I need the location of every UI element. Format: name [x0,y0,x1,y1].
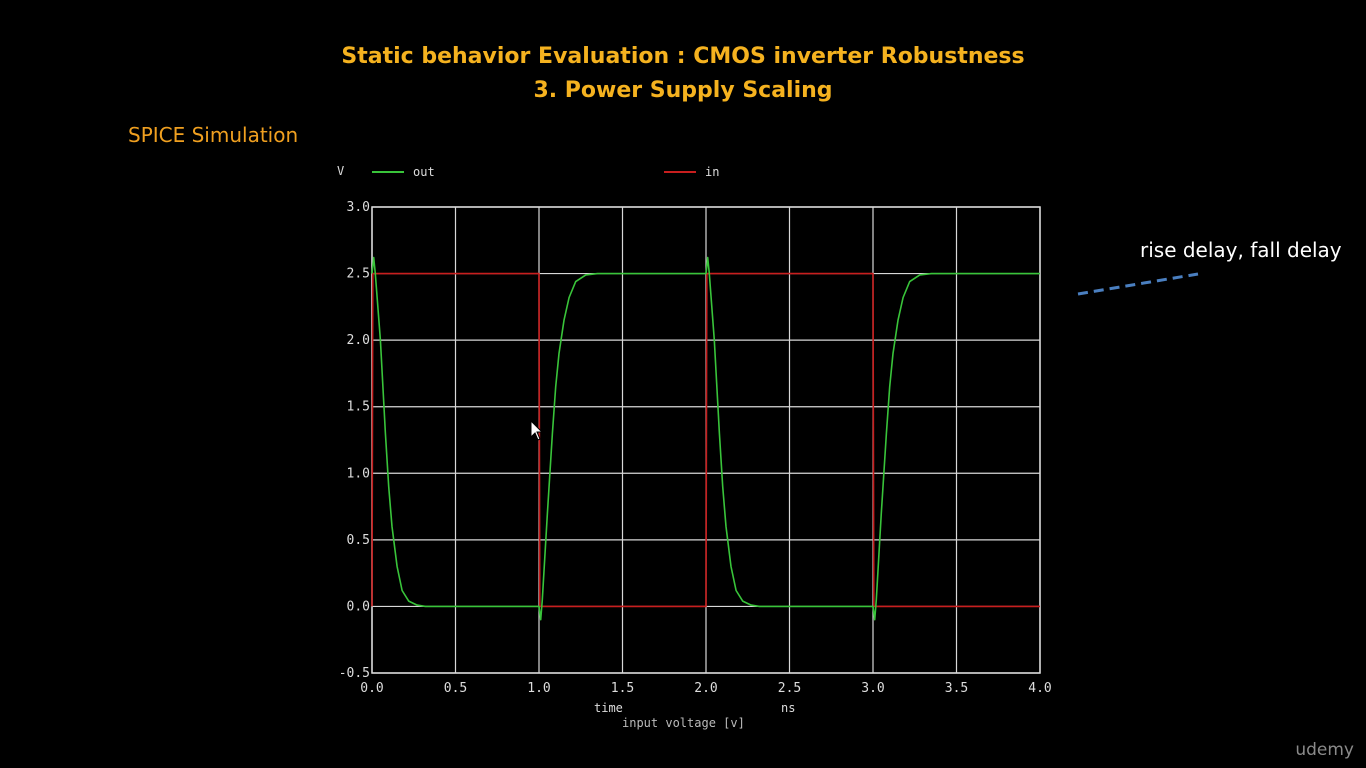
y-tick-label: 2.5 [347,267,370,282]
legend-label: in [705,165,719,179]
y-tick-label: 3.0 [347,200,370,215]
x-tick-label: 0.0 [360,681,383,696]
y-tick-label: -0.5 [339,666,370,681]
chart-legend: out in [372,165,719,179]
y-tick-label: 2.0 [347,333,370,348]
brand-watermark: udemy [1295,740,1354,760]
x-tick-label: 1.5 [611,681,634,696]
x-tick-label: 4.0 [1028,681,1051,696]
axis-ticks: 0.0 0.5 1.0 1.5 2.0 2.5 3.0 3.5 4.0 3.0 2.5 2.0 1.5 1… [339,200,1052,696]
annotation-text: rise delay, fall delay [1140,238,1342,262]
x-axis-unit: ns [781,701,795,715]
x-tick-label: 1.0 [527,681,550,696]
series-line-in [371,272,1040,608]
legend-label: out [413,165,435,179]
mouse-cursor-icon [530,419,544,441]
x-axis-label: time [594,701,623,715]
y-tick-label: 1.5 [347,400,370,415]
axis-labels: V time ns input voltage [v] [337,164,795,730]
annotation-dash [1077,272,1199,296]
series-line-out [371,256,1040,621]
y-tick-label: 0.5 [347,533,370,548]
x-tick-label: 0.5 [444,681,467,696]
obscured-axis-label: input voltage [v] [622,716,745,730]
x-tick-label: 2.5 [778,681,801,696]
y-tick-label: 0.0 [347,599,370,614]
y-axis-label: V [337,164,344,178]
x-tick-label: 3.0 [861,681,884,696]
section-label: SPICE Simulation [128,123,299,147]
x-tick-label: 2.0 [694,681,717,696]
slide-title: Static behavior Evaluation : CMOS invert… [341,44,1025,69]
slide-subtitle-heading: 3. Power Supply Scaling [533,78,833,103]
y-tick-label: 1.0 [347,466,370,481]
x-tick-label: 3.5 [945,681,968,696]
chart-series [371,256,1040,621]
